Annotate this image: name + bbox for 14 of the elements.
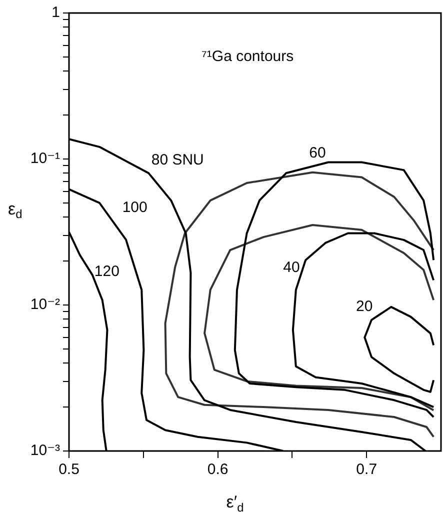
x-tick-label: 0.5 [58, 461, 80, 478]
series-label: 80 SNU [151, 151, 204, 168]
series-label: 40 [283, 259, 300, 276]
text: ⁷¹Ga contours [201, 48, 294, 66]
y-tick-label: 10⁻² [30, 296, 60, 314]
series-label: 20 [356, 298, 373, 316]
series-label: 120 [94, 263, 120, 280]
y-tick-label: 10⁻¹ [30, 150, 60, 168]
x-tick-label: 0.6 [207, 461, 228, 478]
x-tick-label: 0.7 [356, 461, 378, 478]
y-tick-label: 10⁻³ [30, 442, 60, 460]
series-label: 100 [122, 199, 148, 216]
series-label: 60 [309, 144, 326, 162]
y-tick-label: 1 [52, 4, 60, 22]
